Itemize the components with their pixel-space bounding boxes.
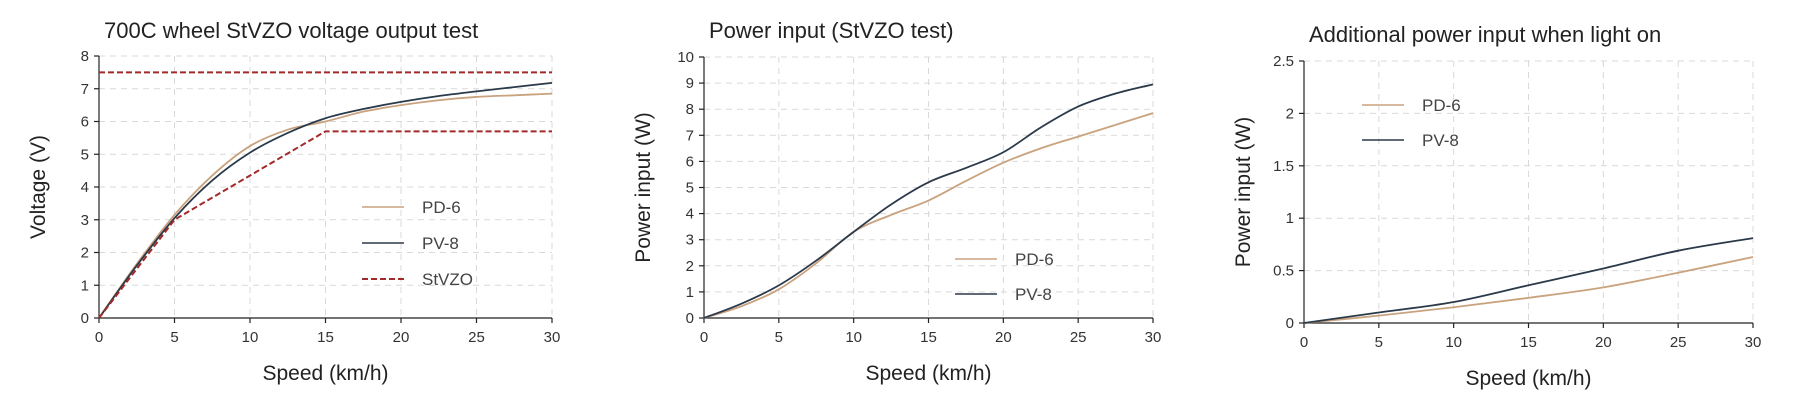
y-tick-label: 8	[81, 48, 89, 65]
chart-panel-2: Power input (StVZO test) 0 5 10 15 20 25 30 0 1 2 3…	[632, 18, 1161, 385]
y-tick-label: 9	[686, 75, 694, 92]
legend-label: PD-6	[422, 198, 461, 217]
x-tick-label: 5	[1375, 334, 1383, 351]
y-tick-label: 2.5	[1273, 53, 1294, 70]
y-axis-label: Power input (W)	[632, 112, 655, 263]
y-tick-label: 7	[686, 127, 694, 144]
y-tick-label: 2	[686, 258, 694, 275]
x-tick-label: 0	[95, 329, 103, 346]
x-tick-label: 30	[544, 329, 561, 346]
y-tick-label: 0	[686, 310, 694, 327]
chart-title: Additional power input when light on	[1309, 22, 1661, 47]
legend-label: PV-8	[422, 234, 459, 253]
y-tick-label: 4	[81, 179, 89, 196]
x-axis-label: Speed (km/h)	[1465, 367, 1591, 390]
y-tick-label: 0	[1286, 315, 1294, 332]
y-tick-label: 6	[81, 114, 89, 131]
x-tick-label: 20	[393, 329, 410, 346]
series-line-pd-6	[98, 92, 553, 319]
legend-label: PD-6	[1015, 250, 1054, 269]
y-tick-label: 1	[686, 284, 694, 301]
x-tick-label: 10	[845, 329, 862, 346]
series-line-pd-6	[703, 112, 1154, 319]
series-line-pv-8	[98, 81, 553, 319]
x-tick-label: 15	[920, 329, 937, 346]
legend-label: StVZO	[422, 270, 473, 289]
chart-title: Power input (StVZO test)	[709, 18, 954, 43]
y-tick-label: 0	[81, 310, 89, 327]
y-tick-label: 4	[686, 206, 694, 223]
x-tick-label: 20	[995, 329, 1012, 346]
x-axis-label: Speed (km/h)	[262, 362, 388, 385]
x-tick-label: 15	[1520, 334, 1537, 351]
x-tick-label: 0	[1300, 334, 1308, 351]
series-line-stvzo	[98, 130, 552, 319]
y-tick-label: 0.5	[1273, 263, 1294, 280]
x-tick-label: 20	[1595, 334, 1612, 351]
x-tick-label: 15	[317, 329, 334, 346]
y-tick-label: 1	[81, 277, 89, 294]
y-tick-label: 2	[81, 245, 89, 262]
y-axis-label: Power input (W)	[1232, 117, 1255, 268]
y-axis-label: Voltage (V)	[27, 135, 50, 239]
x-tick-label: 5	[775, 329, 783, 346]
x-tick-label: 10	[1445, 334, 1462, 351]
series-line-pv-8	[1303, 237, 1754, 324]
series-line-pv-8	[703, 83, 1154, 319]
chart-title: 700C wheel StVZO voltage output test	[104, 18, 478, 43]
x-tick-label: 10	[242, 329, 259, 346]
legend-label: PV-8	[1422, 131, 1459, 150]
y-tick-label: 1.5	[1273, 158, 1294, 175]
y-tick-label: 1	[1286, 210, 1294, 227]
legend-label: PV-8	[1015, 285, 1052, 304]
y-tick-label: 8	[686, 101, 694, 118]
x-axis-label: Speed (km/h)	[865, 362, 991, 385]
y-tick-label: 3	[81, 212, 89, 229]
legend-label: PD-6	[1422, 96, 1461, 115]
x-tick-label: 25	[1670, 334, 1687, 351]
y-tick-label: 10	[677, 49, 694, 66]
x-tick-label: 30	[1745, 334, 1762, 351]
x-tick-label: 5	[170, 329, 178, 346]
y-tick-label: 2	[1286, 105, 1294, 122]
y-tick-label: 6	[686, 153, 694, 170]
y-tick-label: 5	[81, 146, 89, 163]
y-tick-label: 5	[686, 180, 694, 197]
series-line-pd-6	[1303, 256, 1754, 324]
x-tick-label: 30	[1145, 329, 1162, 346]
y-tick-label: 3	[686, 232, 694, 249]
y-tick-label: 7	[81, 81, 89, 98]
x-tick-label: 25	[1070, 329, 1087, 346]
x-tick-label: 0	[700, 329, 708, 346]
chart-panel-3: Additional power input when light on0 5 10…	[1232, 22, 1761, 390]
x-tick-label: 25	[468, 329, 485, 346]
